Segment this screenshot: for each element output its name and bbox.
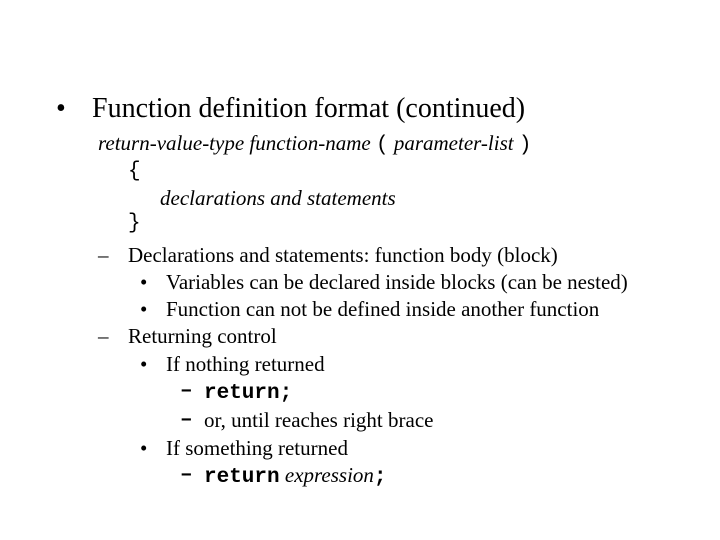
- level2-item: Declarations and statements: function bo…: [98, 242, 680, 269]
- dash-bullet: [180, 407, 204, 434]
- dash-bullet: [98, 242, 128, 269]
- dot-bullet: [140, 351, 166, 378]
- level3-item: Variables can be declared inside blocks …: [140, 269, 680, 296]
- syntax-signature: return-value-type function-name ( parame…: [98, 130, 680, 159]
- returning-control: Returning control: [128, 323, 277, 350]
- level4-item: or, until reaches right brace: [180, 407, 680, 434]
- if-something-returned: If something returned: [166, 435, 348, 462]
- function-name: function-name: [249, 131, 370, 155]
- title-bullet: Function definition format (continued): [56, 92, 680, 126]
- semicolon: ;: [374, 466, 387, 489]
- if-nothing-returned: If nothing returned: [166, 351, 325, 378]
- dash-bullet: [180, 462, 204, 489]
- declarations-line: declarations and statements: [160, 185, 680, 211]
- dot-bullet: [140, 296, 166, 323]
- syntax-block: return-value-type function-name ( parame…: [98, 130, 680, 238]
- return-stmt: return;: [204, 378, 292, 407]
- expression-text: expression: [285, 463, 374, 487]
- slide: Function definition format (continued) r…: [0, 0, 720, 540]
- function-not-nested: Function can not be defined inside anoth…: [166, 296, 599, 323]
- dot-bullet: [140, 269, 166, 296]
- level4-item: return;: [180, 378, 680, 407]
- bullet-dot: [56, 92, 92, 126]
- level3-item: If something returned: [140, 435, 680, 462]
- close-brace: }: [128, 211, 680, 237]
- level3-item: Function can not be defined inside anoth…: [140, 296, 680, 323]
- return-value-type: return-value-type: [98, 131, 244, 155]
- return-keyword: return;: [204, 382, 292, 405]
- declarations-statements: Declarations and statements: function bo…: [128, 242, 558, 269]
- until-right-brace: or, until reaches right brace: [204, 407, 433, 434]
- parameter-list: parameter-list: [394, 131, 514, 155]
- level3-item: If nothing returned: [140, 351, 680, 378]
- dot-bullet: [140, 435, 166, 462]
- dash-bullet: [180, 378, 204, 405]
- title-text: Function definition format (continued): [92, 92, 525, 126]
- level4-item: return expression;: [180, 462, 680, 491]
- return-keyword: return: [204, 466, 280, 489]
- return-expression: return expression;: [204, 462, 387, 491]
- rparen: ): [519, 134, 532, 157]
- variables-declared: Variables can be declared inside blocks …: [166, 269, 628, 296]
- lparen: (: [376, 134, 389, 157]
- dash-bullet: [98, 323, 128, 350]
- level2-item: Returning control: [98, 323, 680, 350]
- open-brace: {: [128, 159, 680, 185]
